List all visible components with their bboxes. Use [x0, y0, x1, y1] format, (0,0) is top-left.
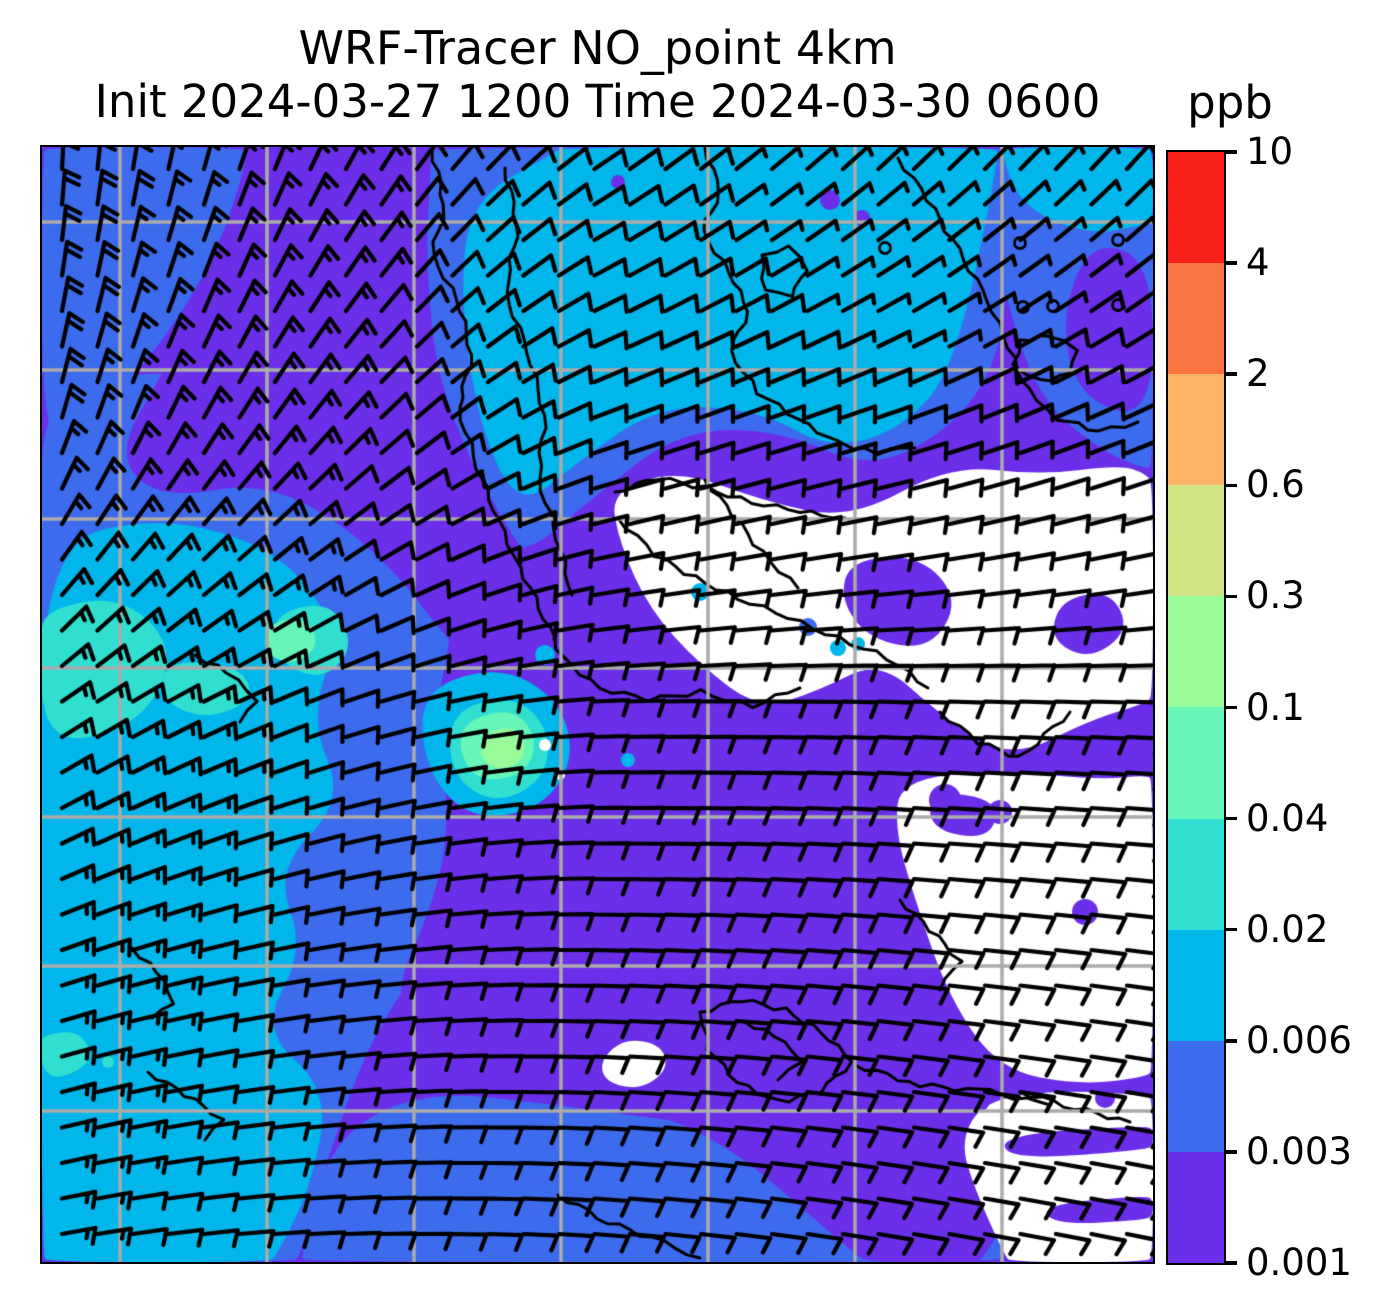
colorbar-tick	[1224, 372, 1237, 376]
colorbar-tick-label: 0.02	[1246, 907, 1329, 951]
chart-title: WRF-Tracer NO_point 4km	[298, 21, 897, 75]
colorbar-tick	[1224, 1039, 1237, 1043]
colorbar-tick-label: 10	[1246, 130, 1294, 173]
colorbar-segment	[1168, 1040, 1224, 1152]
colorbar-segment	[1168, 374, 1224, 486]
colorbar-tick-label: 0.04	[1246, 796, 1329, 840]
colorbar-segment	[1168, 707, 1224, 819]
map-plot	[40, 145, 1155, 1264]
colorbar-segment	[1168, 263, 1224, 375]
colorbar-tick	[1224, 705, 1237, 710]
colorbar-tick	[1224, 927, 1237, 932]
colorbar-segment	[1168, 818, 1224, 930]
colorbar-tick	[1224, 261, 1237, 265]
colorbar-tick-label: 0.001	[1246, 1241, 1352, 1284]
colorbar-tick	[1224, 150, 1237, 154]
colorbar-tick-label: 0.6	[1246, 463, 1305, 507]
colorbar-segment	[1168, 485, 1224, 597]
colorbar-tick-label: 0.006	[1246, 1018, 1352, 1062]
colorbar-segment	[1168, 929, 1224, 1041]
colorbar-tick-label: 0.3	[1246, 574, 1305, 618]
colorbar-tick-label: 0.003	[1246, 1129, 1352, 1173]
colorbar-segment	[1168, 596, 1224, 708]
colorbar-tick	[1224, 594, 1237, 599]
colorbar-tick-label: 4	[1246, 241, 1270, 285]
colorbar-tick	[1224, 816, 1237, 821]
map-canvas	[42, 147, 1153, 1262]
colorbar-segment	[1168, 152, 1224, 264]
colorbar-tick	[1224, 1150, 1237, 1154]
colorbar-tick	[1224, 483, 1237, 488]
colorbar	[1166, 150, 1226, 1265]
colorbar-tick	[1224, 1261, 1237, 1265]
colorbar-unit-label: ppb	[1187, 76, 1273, 129]
colorbar-tick-label: 2	[1246, 352, 1270, 396]
colorbar-tick-label: 0.1	[1246, 685, 1305, 729]
colorbar-segment	[1168, 1151, 1224, 1263]
chart-subtitle: Init 2024-03-27 1200 Time 2024-03-30 060…	[94, 75, 1101, 128]
